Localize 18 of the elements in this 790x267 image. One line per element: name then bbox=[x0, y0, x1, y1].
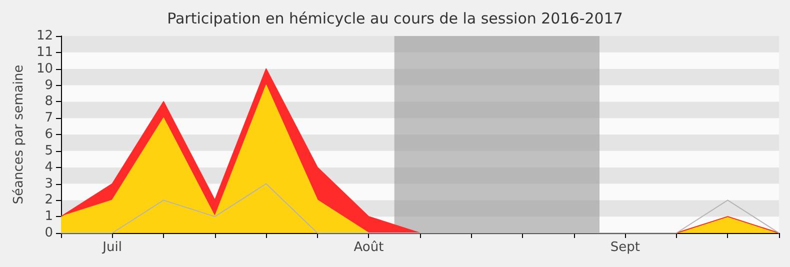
y-tick-label: 9 bbox=[44, 78, 53, 93]
x-tick-label: Août bbox=[354, 240, 384, 255]
x-tick-label: Sept bbox=[610, 240, 640, 255]
y-tick-label: 5 bbox=[44, 143, 53, 158]
y-tick-label: 1 bbox=[44, 209, 53, 224]
y-tick-label: 4 bbox=[44, 160, 53, 175]
y-tick-label: 0 bbox=[44, 226, 53, 240]
chart-title: Participation en hémicycle au cours de la session 2016-2017 bbox=[167, 10, 623, 28]
x-tick-label: Juil bbox=[102, 240, 122, 255]
y-tick-label: 7 bbox=[44, 110, 53, 126]
y-tick-label: 10 bbox=[36, 61, 53, 76]
y-tick-label: 6 bbox=[44, 127, 53, 142]
y-tick-label: 11 bbox=[36, 44, 53, 60]
y-tick-label: 2 bbox=[44, 192, 53, 208]
y-tick-label: 12 bbox=[36, 28, 53, 44]
y-tick-label: 8 bbox=[44, 94, 53, 110]
y-axis-title: Séances par semaine bbox=[12, 64, 27, 204]
y-tick-label: 3 bbox=[44, 176, 53, 192]
